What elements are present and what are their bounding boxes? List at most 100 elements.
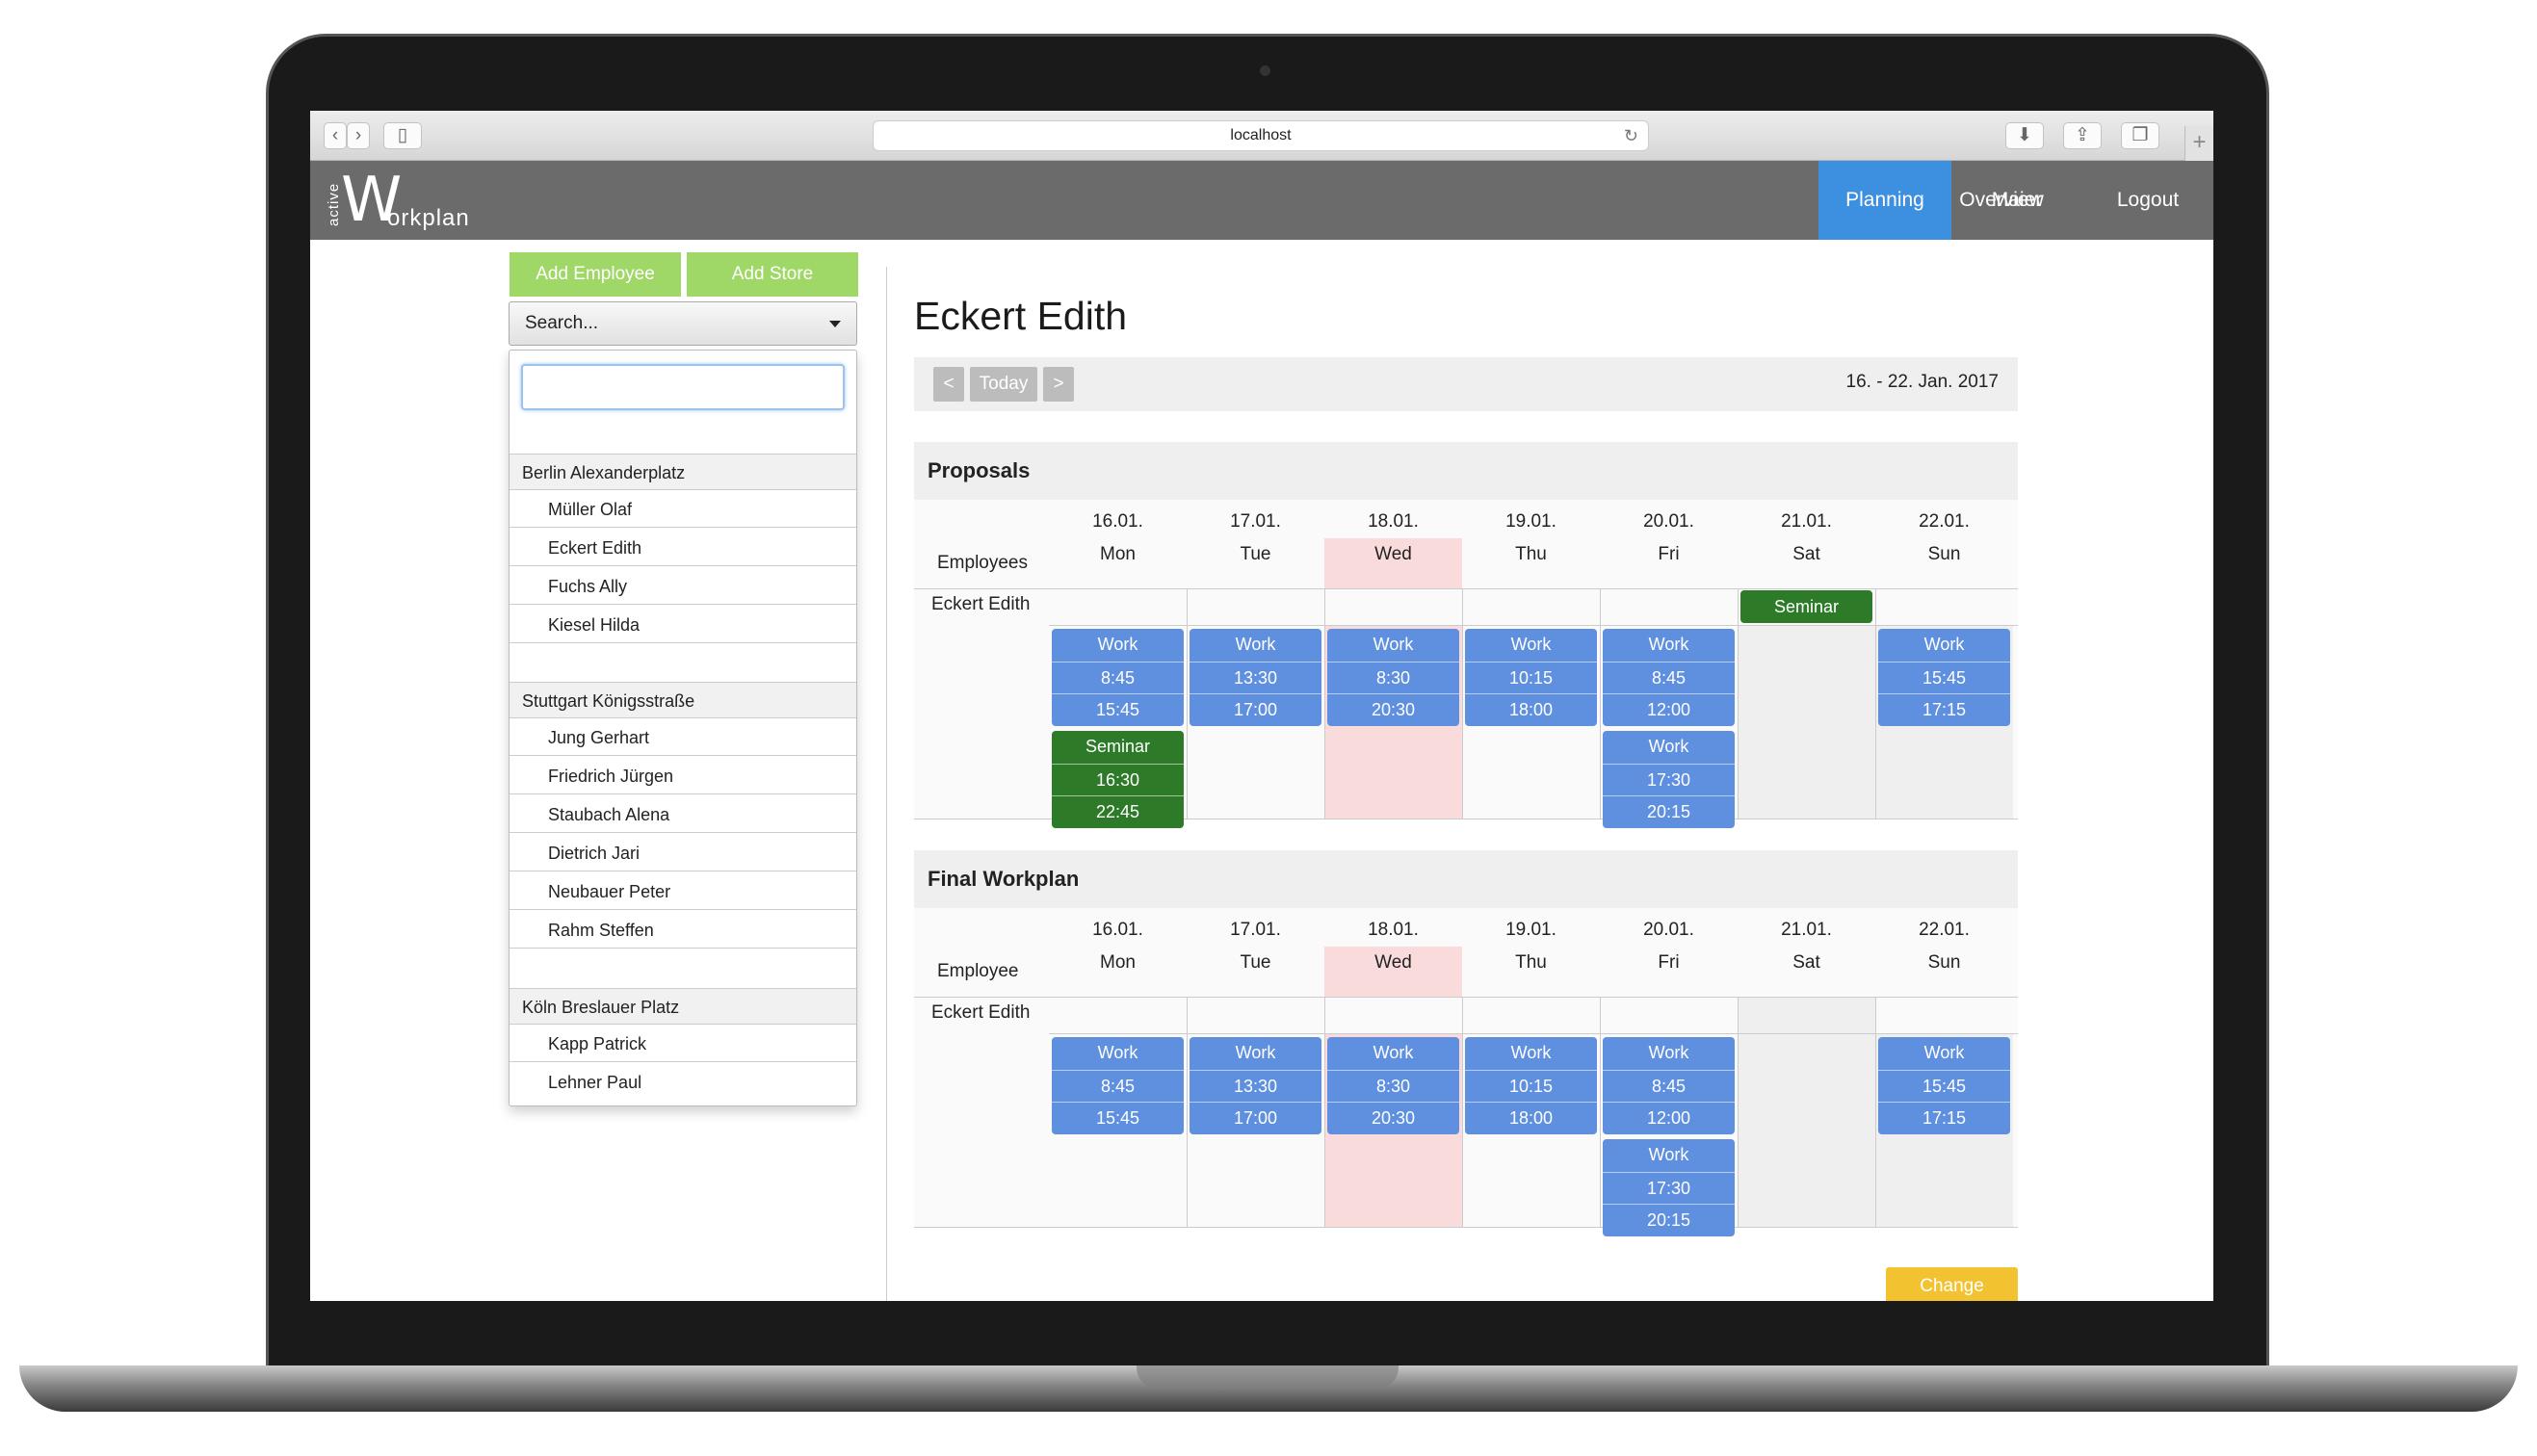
employee-item[interactable]: Kapp Patrick [510, 1026, 856, 1062]
work-block[interactable]: Work 8:45 15:45 [1052, 629, 1184, 726]
employees-column-label: Employee [937, 961, 1019, 981]
seminar-block[interactable]: Seminar 16:30 22:45 [1052, 731, 1184, 828]
grid-line [1324, 997, 1325, 1228]
tabs-icon[interactable]: ❐ [2121, 122, 2159, 149]
shift-end: 20:15 [1603, 1204, 1735, 1236]
shift-start: 13:30 [1190, 1069, 1321, 1103]
shift-type: Work [1510, 635, 1552, 654]
shift-start: 8:30 [1327, 1069, 1459, 1103]
grid-line [1875, 997, 1876, 1228]
change-button[interactable]: Change [1886, 1267, 2018, 1301]
share-icon[interactable]: ⇪ [2063, 122, 2102, 149]
employee-item[interactable]: Jung Gerhart [510, 719, 856, 756]
nav-planning[interactable]: Planning [1818, 161, 1951, 240]
column-divider [886, 267, 887, 1301]
day-date: 20.01. [1643, 920, 1694, 940]
employee-item[interactable]: Eckert Edith [510, 530, 856, 566]
work-block[interactable]: Work 17:30 20:15 [1603, 1139, 1735, 1236]
work-block[interactable]: Work 10:15 18:00 [1465, 629, 1597, 726]
grid-line [914, 997, 2018, 998]
employee-item[interactable]: Fuchs Ally [510, 568, 856, 605]
employee-item[interactable]: Lehner Paul [548, 1073, 642, 1092]
work-block[interactable]: Work 8:30 20:30 [1327, 629, 1459, 726]
day-date: 22.01. [1919, 920, 1970, 940]
store-group-header: Berlin Alexanderplatz [510, 454, 856, 490]
shift-start: 17:30 [1603, 763, 1735, 796]
today-button[interactable]: Today [970, 367, 1037, 402]
work-block[interactable]: Work 8:45 12:00 [1603, 1037, 1735, 1134]
employee-item[interactable]: Friedrich Jürgen [510, 758, 856, 794]
prev-week-button[interactable]: < [933, 367, 964, 402]
nav-overview[interactable]: Overview [1959, 189, 2044, 211]
seminar-block[interactable]: Seminar [1740, 590, 1872, 623]
work-block[interactable]: Work 8:45 15:45 [1052, 1037, 1184, 1134]
final-workplan-section: Final Workplan Employee 16.01. Mon 17.01. Tu… [914, 850, 2018, 1236]
proposals-section: Proposals Employees 16.01. Mon 17.01. Tue 18.… [914, 442, 2018, 828]
store-group-header: Köln Breslauer Platz [510, 988, 856, 1025]
shift-type: Work [1648, 1043, 1689, 1062]
day-name: Mon [1100, 952, 1136, 973]
shift-start: 10:15 [1465, 661, 1597, 694]
shift-start: 8:45 [1052, 661, 1184, 694]
today-header-highlight [1324, 538, 1462, 588]
shift-type: Work [1648, 1145, 1689, 1164]
nav-logout[interactable]: Logout [2116, 189, 2180, 211]
shift-type: Work [1373, 1043, 1414, 1062]
reload-icon[interactable]: ↻ [1623, 126, 1638, 145]
shift-end: 22:45 [1052, 795, 1184, 828]
nav-user[interactable]: Maier [1991, 189, 2043, 211]
add-store-button[interactable]: Add Store [687, 252, 858, 297]
work-block[interactable]: Work 13:30 17:00 [1190, 629, 1321, 726]
employee-item[interactable]: Dietrich Jari [510, 835, 856, 871]
day-name: Sun [1927, 544, 1961, 564]
day-date: 16.01. [1092, 511, 1143, 532]
work-block[interactable]: Work 8:45 12:00 [1603, 629, 1735, 726]
employee-item[interactable]: Neubauer Peter [510, 873, 856, 910]
forward-icon[interactable]: › [347, 122, 370, 149]
back-icon[interactable]: ‹ [324, 122, 347, 149]
new-tab-icon[interactable]: + [2184, 126, 2213, 161]
shift-start: 13:30 [1190, 661, 1321, 694]
grid-line [1738, 588, 1739, 819]
shift-start: 15:45 [1878, 661, 2010, 694]
employee-item[interactable]: Müller Olaf [510, 491, 856, 528]
grid-line [914, 1227, 2018, 1228]
proposals-title: Proposals [914, 442, 2018, 500]
day-date: 21.01. [1781, 920, 1832, 940]
employee-item[interactable]: Rahm Steffen [510, 912, 856, 949]
grid-line [1049, 1033, 2018, 1034]
shift-type: Work [1648, 737, 1689, 756]
work-block[interactable]: Work 8:30 20:30 [1327, 1037, 1459, 1134]
shift-end: 20:15 [1603, 795, 1735, 828]
today-header-highlight [1324, 947, 1462, 997]
date-range: 16. - 22. Jan. 2017 [1845, 372, 1999, 392]
employee-search-select[interactable]: Search... [509, 301, 857, 346]
work-block[interactable]: Work 10:15 18:00 [1465, 1037, 1597, 1134]
shift-end: 20:30 [1327, 693, 1459, 726]
employee-item[interactable]: Kiesel Hilda [510, 607, 856, 643]
download-icon[interactable]: ⬇ [2005, 122, 2044, 149]
address-bar[interactable]: localhost ↻ [873, 120, 1649, 151]
day-name: Fri [1658, 952, 1680, 973]
work-block[interactable]: Work 15:45 17:15 [1878, 629, 2010, 726]
next-week-button[interactable]: > [1043, 367, 1074, 402]
grid-line [1462, 997, 1463, 1228]
shift-start: 16:30 [1052, 763, 1184, 796]
work-block[interactable]: Work 15:45 17:15 [1878, 1037, 2010, 1134]
employee-item[interactable]: Staubach Alena [510, 796, 856, 833]
page-title: Eckert Edith [914, 294, 1128, 338]
grid-line [1187, 588, 1188, 819]
shift-type: Work [1923, 1043, 1965, 1062]
day-name: Wed [1374, 544, 1412, 564]
work-block[interactable]: Work 13:30 17:00 [1190, 1037, 1321, 1134]
work-block[interactable]: Work 17:30 20:15 [1603, 731, 1735, 828]
app-navbar: active W orkplan Overview Planning Maier… [310, 161, 2213, 240]
add-employee-button[interactable]: Add Employee [510, 252, 681, 297]
search-input[interactable] [521, 364, 845, 410]
screen: ‹ › ▯ localhost ↻ ⬇ ⇪ ❐ + active W orkpla… [310, 111, 2213, 1301]
sidebar-icon[interactable]: ▯ [383, 122, 422, 149]
grid-line [1600, 588, 1601, 819]
logo-big-letter: W [341, 165, 403, 236]
day-date: 19.01. [1505, 511, 1556, 532]
shift-end: 17:00 [1190, 693, 1321, 726]
